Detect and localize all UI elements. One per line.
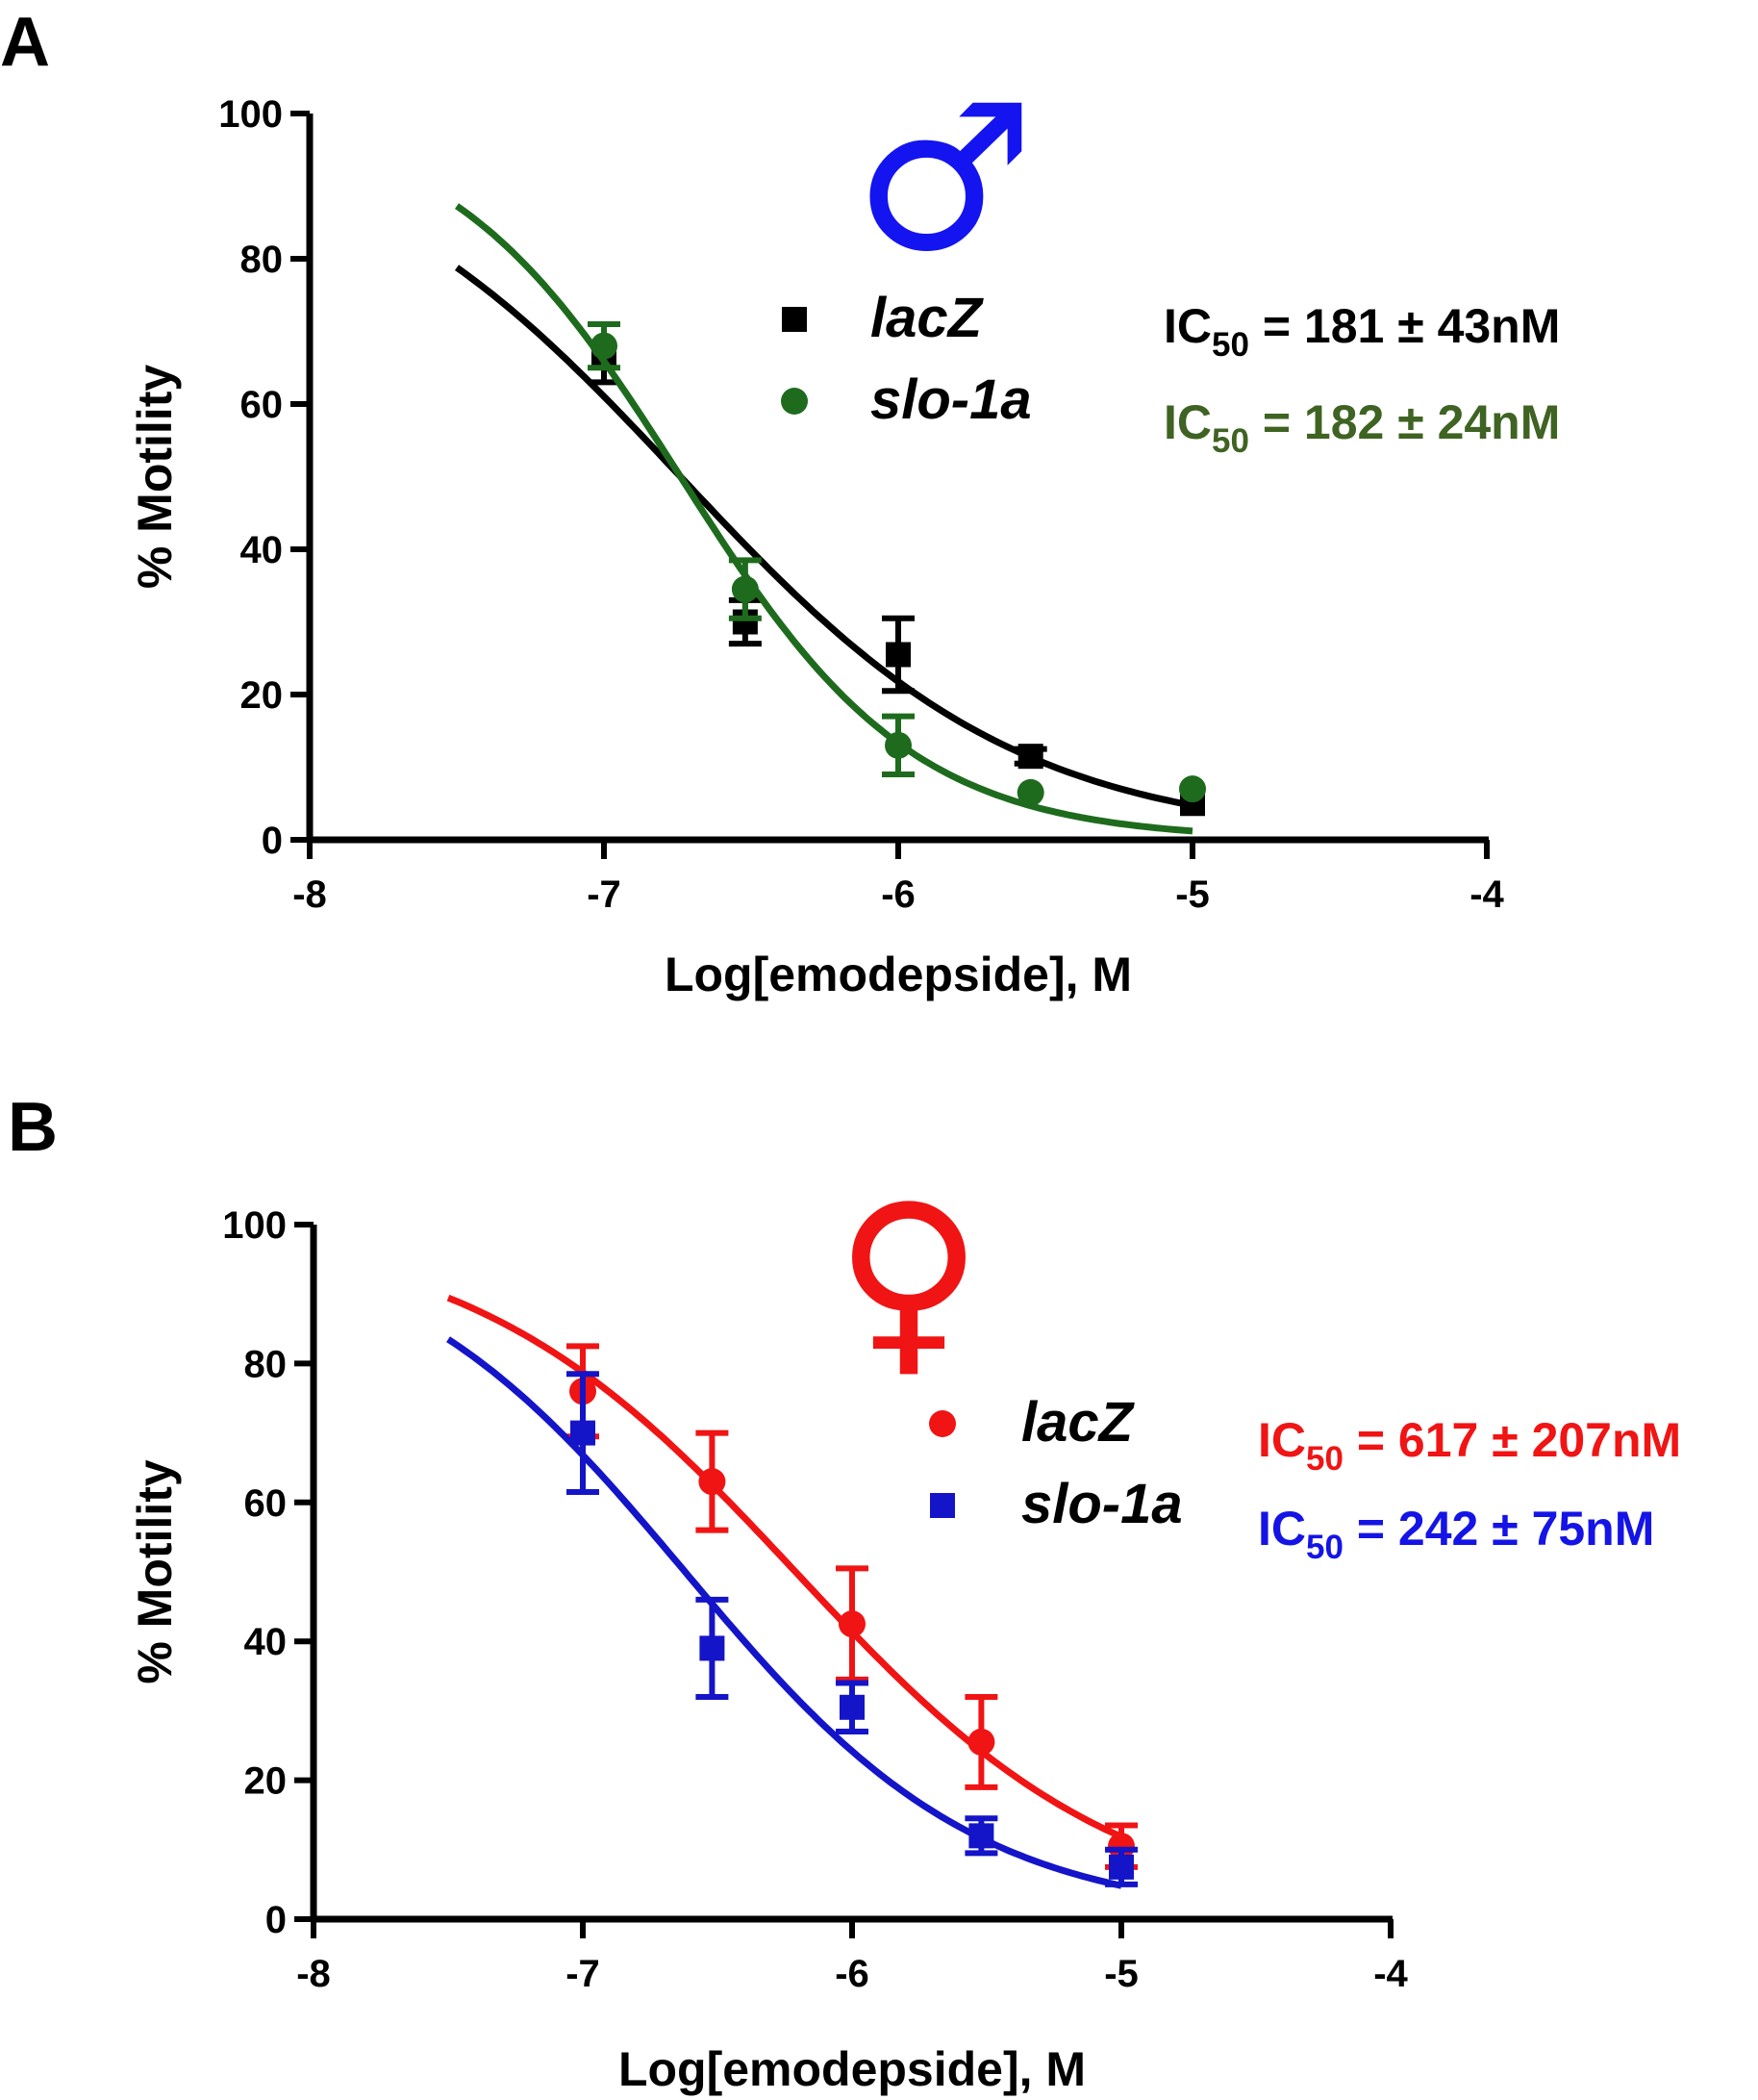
x-tick-label: -6 (835, 1953, 869, 1995)
legend-marker (781, 388, 808, 415)
series-lacZ (454, 265, 1205, 817)
panel-b: B -8 -7 -6 -5 -4 0 20 40 60 80 100 Log[emodepside], … (8, 1089, 1681, 2096)
data-point (885, 731, 912, 759)
legend-label: slo-1a (1021, 1473, 1183, 1535)
x-tick-label: -8 (296, 1953, 331, 1995)
data-point (967, 1728, 995, 1756)
y-tick-label: 20 (244, 1760, 288, 1803)
x-tick-label: -4 (1469, 873, 1504, 916)
data-point (1108, 1833, 1135, 1860)
data-point (968, 1823, 994, 1849)
y-tick-label: 20 (240, 674, 284, 717)
legend-label: slo-1a (870, 368, 1032, 431)
data-point (570, 1420, 595, 1446)
x-tick-label: -7 (587, 873, 621, 916)
data-point (886, 642, 911, 668)
x-tick-label: -7 (565, 1953, 600, 1995)
sex-symbol-icon: ♀ (835, 1161, 983, 1397)
legend-marker (782, 307, 807, 332)
data-point (840, 1694, 865, 1720)
ic50-subscript: 50 (1212, 326, 1249, 364)
ic50-label: IC (1164, 395, 1212, 449)
y-axis-label: % Motility (128, 365, 182, 590)
series-lacZ (446, 1294, 1138, 1870)
ic50-value: = 242 ± 75nM (1344, 1502, 1654, 1556)
data-point (1017, 778, 1044, 806)
legend-marker (930, 1493, 955, 1518)
ic50-subscript: 50 (1306, 1529, 1344, 1566)
fit-curve (446, 1336, 1122, 1889)
y-axis-label: % Motility (128, 1459, 182, 1684)
fit-curve (454, 265, 1193, 809)
ic50-label: IC (1164, 299, 1212, 353)
data-point (699, 1635, 725, 1661)
fit-curve (446, 1294, 1123, 1840)
y-tick-label: 40 (244, 1621, 288, 1663)
y-tick-label: 0 (262, 820, 283, 862)
series-slo-1a (446, 1336, 1138, 1889)
ic50-value: = 181 ± 43nM (1249, 299, 1560, 353)
data-point (698, 1468, 726, 1496)
ic50-annotation: IC50 = 182 ± 24nM (1164, 395, 1560, 460)
ic50-subscript: 50 (1212, 422, 1249, 460)
x-tick-label: -4 (1373, 1953, 1408, 1995)
series-slo-1a (454, 203, 1206, 835)
y-tick-label: 60 (244, 1482, 288, 1525)
x-axis-label: Log[emodepside], M (618, 2042, 1086, 2096)
ic50-label: IC (1258, 1413, 1306, 1467)
data-point (590, 332, 617, 360)
x-tick-label: -5 (1175, 873, 1210, 916)
y-tick-label: 100 (218, 93, 283, 136)
data-point (839, 1610, 866, 1638)
y-tick-label: 0 (265, 1899, 287, 1941)
x-tick-label: -8 (292, 873, 327, 916)
data-point (1179, 775, 1206, 803)
panel-a: A -8 -7 -6 -5 -4 0 20 40 60 80 100 Log[emodepside], … (0, 4, 1560, 1001)
legend-marker (929, 1410, 956, 1437)
x-tick-label: -6 (881, 873, 916, 916)
y-tick-label: 80 (244, 1343, 288, 1385)
legend-label: lacZ (870, 287, 985, 349)
ic50-annotation: IC50 = 181 ± 43nM (1164, 299, 1560, 364)
data-point (1109, 1854, 1134, 1880)
panel-label: B (8, 1089, 58, 1166)
ic50-annotation: IC50 = 617 ± 207nM (1258, 1413, 1681, 1478)
data-point (1017, 744, 1043, 770)
y-tick-label: 80 (240, 239, 284, 281)
sex-symbol-icon: ♂ (854, 61, 1035, 296)
ic50-value: = 182 ± 24nM (1249, 395, 1560, 449)
y-tick-label: 60 (240, 384, 284, 426)
panel-label: A (0, 4, 50, 81)
y-tick-label: 100 (222, 1204, 287, 1247)
ic50-subscript: 50 (1306, 1440, 1344, 1478)
ic50-label: IC (1258, 1502, 1306, 1556)
y-tick-label: 40 (240, 529, 284, 571)
x-axis-label: Log[emodepside], M (665, 948, 1132, 1001)
data-point (731, 575, 759, 603)
legend-label: lacZ (1021, 1391, 1136, 1454)
fit-curve (454, 203, 1193, 835)
ic50-value: = 617 ± 207nM (1344, 1413, 1681, 1467)
ic50-annotation: IC50 = 242 ± 75nM (1258, 1502, 1654, 1566)
x-tick-label: -5 (1104, 1953, 1139, 1995)
